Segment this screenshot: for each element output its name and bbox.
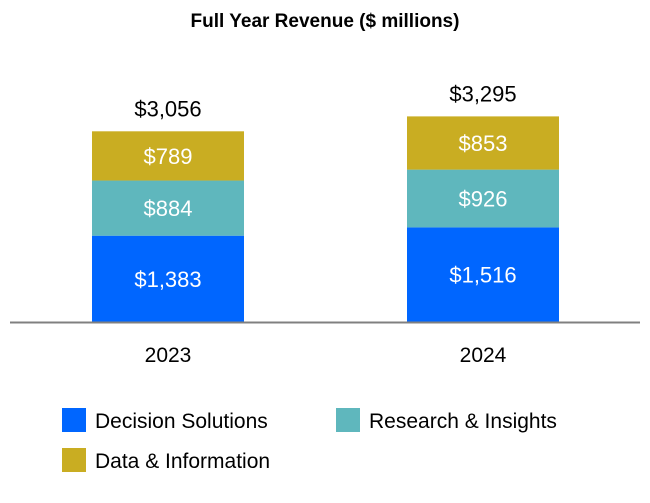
total-label: $3,056 [134, 96, 201, 121]
data-label: $926 [459, 187, 508, 212]
bar-segment [407, 227, 559, 322]
bar-segment [407, 169, 559, 228]
legend-swatch [62, 408, 86, 432]
legend-swatch [62, 448, 86, 472]
legend-label: Data & Information [95, 450, 270, 473]
total-label: $3,295 [449, 81, 516, 106]
x-tick-label: 2024 [460, 344, 507, 367]
legend-label: Decision Solutions [95, 410, 268, 433]
bar-segment [407, 116, 559, 170]
bar-segment [92, 235, 244, 322]
chart-title: Full Year Revenue ($ millions) [191, 11, 460, 32]
data-label: $789 [144, 144, 193, 169]
x-tick-label: 2023 [145, 344, 192, 367]
data-label: $1,383 [134, 267, 201, 292]
data-label: $1,516 [449, 263, 516, 288]
data-label: $884 [144, 196, 193, 221]
bar-segment [92, 180, 244, 236]
legend-swatch [336, 408, 360, 432]
bar-segment [92, 131, 244, 181]
data-label: $853 [459, 131, 508, 156]
legend-label: Research & Insights [369, 410, 557, 433]
